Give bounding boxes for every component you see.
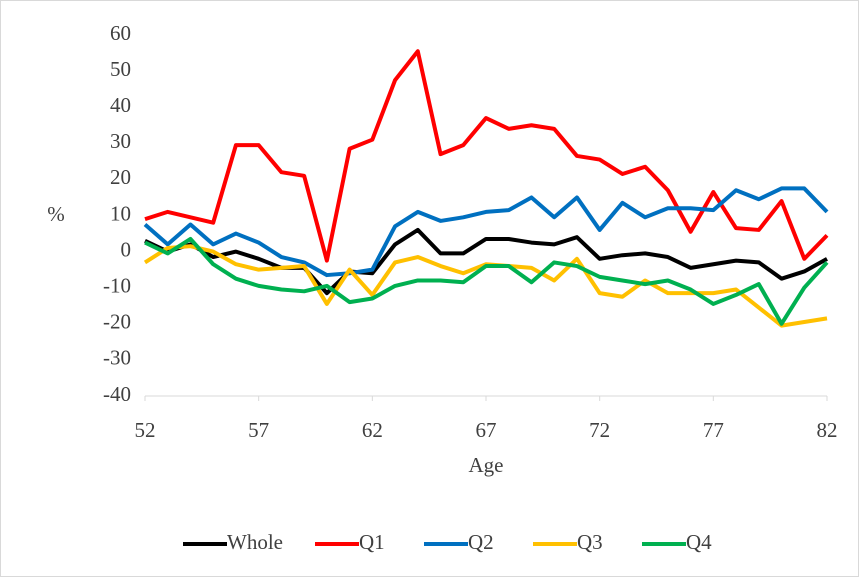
legend-label: Whole <box>227 530 283 554</box>
y-tick-label: 20 <box>110 165 131 189</box>
x-axis-label: Age <box>469 453 504 477</box>
series-line <box>143 186 829 278</box>
x-tick-label: 82 <box>817 418 838 442</box>
y-tick-label: 30 <box>110 129 131 153</box>
x-tick-label: 52 <box>135 418 156 442</box>
x-tick-label: 62 <box>362 418 383 442</box>
y-tick-label: -30 <box>103 346 131 370</box>
series-line <box>144 236 829 326</box>
y-tick-label: -40 <box>103 382 131 406</box>
legend-label: Q3 <box>577 530 603 554</box>
x-tick-label: 72 <box>589 418 610 442</box>
y-tick-label: 0 <box>121 237 132 261</box>
legend-label: Q1 <box>359 530 385 554</box>
legend-label: Q4 <box>686 530 712 554</box>
x-tick-label: 67 <box>476 418 497 442</box>
series-line <box>144 49 829 263</box>
x-tick-label: 77 <box>703 418 724 442</box>
x-tick-label: 57 <box>248 418 269 442</box>
y-tick-label: 40 <box>110 93 131 117</box>
y-axis-label: % <box>47 202 65 226</box>
y-tick-label: 60 <box>110 21 131 45</box>
series-line <box>144 227 828 296</box>
y-tick-label: -20 <box>103 310 131 334</box>
y-tick-label: 10 <box>110 201 131 225</box>
y-tick-label: 50 <box>110 57 131 81</box>
y-tick-label: -10 <box>103 274 131 298</box>
legend-label: Q2 <box>468 530 494 554</box>
